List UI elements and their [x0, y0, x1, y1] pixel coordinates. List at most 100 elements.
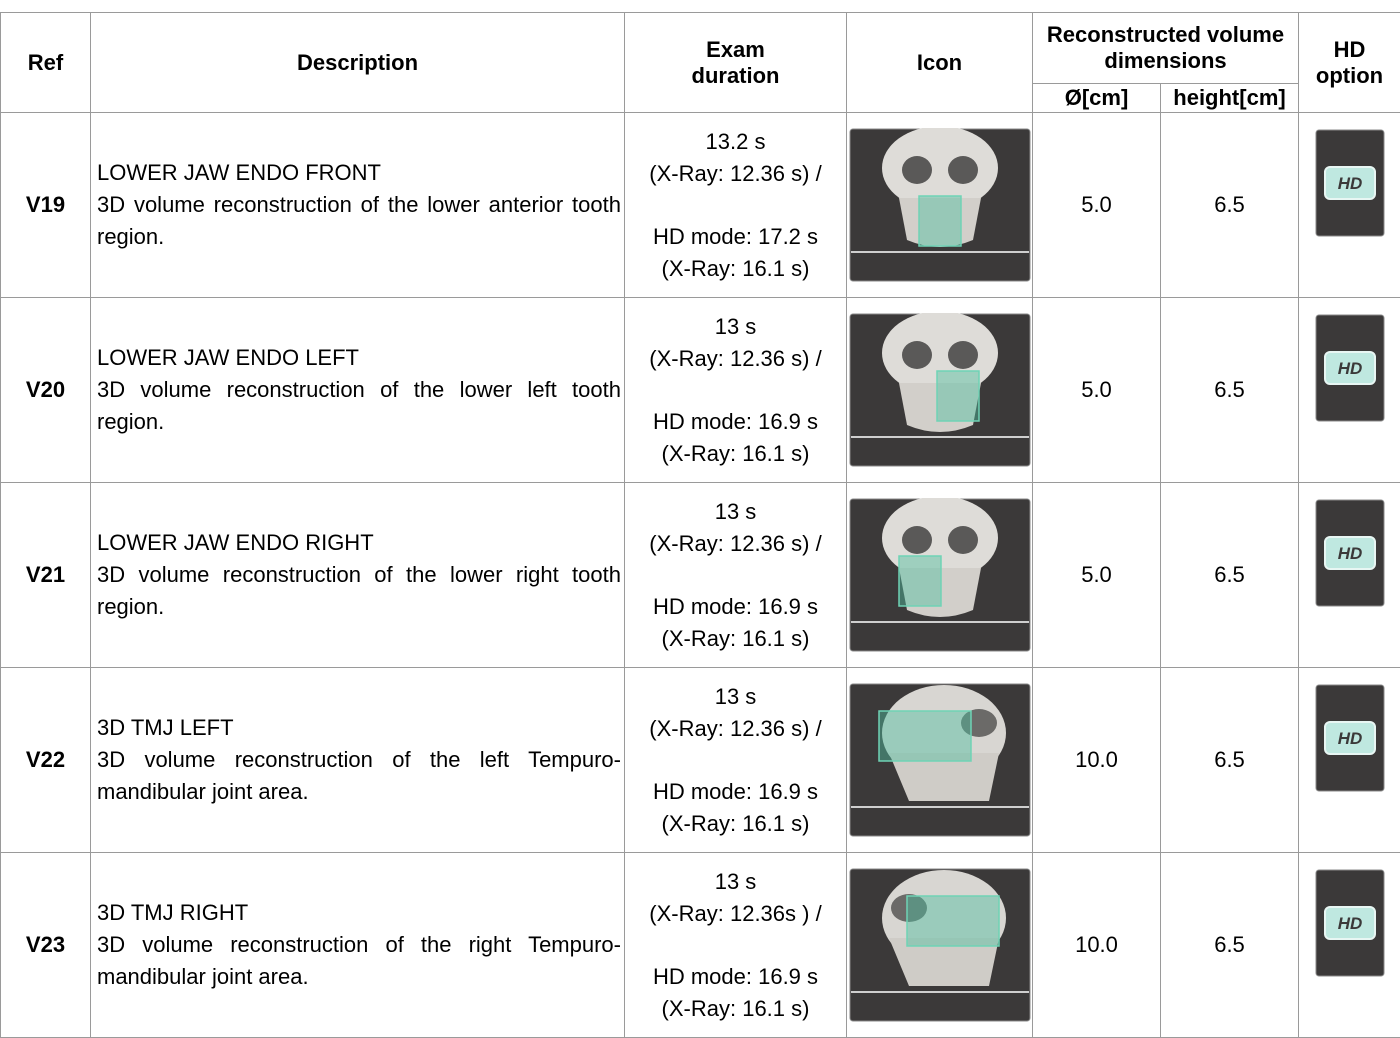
hd-icon: HD — [1315, 869, 1385, 977]
description: 3D volume reconstruction of the lower le… — [97, 374, 621, 438]
icon-cell — [847, 853, 1033, 1038]
duration-line: (X-Ray: 12.36 s) / — [625, 713, 846, 745]
volume-box — [907, 896, 999, 946]
hd-icon: HD — [1315, 684, 1385, 792]
duration-line: (X-Ray: 12.36 s) / — [625, 343, 846, 375]
diameter: 10.0 — [1033, 668, 1161, 853]
spacer — [625, 560, 846, 591]
header-volume: Reconstructed volume dimensions — [1033, 13, 1299, 84]
protocol-name: LOWER JAW ENDO RIGHT — [97, 527, 621, 559]
orbit — [902, 526, 932, 554]
hd-label: HD — [1337, 359, 1362, 378]
duration-line: (X-Ray: 16.1 s) — [625, 808, 846, 840]
hd-icon: HD — [1315, 314, 1385, 422]
header-height: height[cm] — [1161, 84, 1299, 113]
duration-line: HD mode: 16.9 s — [625, 591, 846, 623]
protocol-table: Ref Description Exam duration Icon Recon… — [0, 12, 1400, 1038]
ref: V23 — [1, 853, 91, 1038]
duration-line: (X-Ray: 12.36s ) / — [625, 898, 846, 930]
description: 3D volume reconstruction of the right Te… — [97, 929, 621, 993]
volume-box — [879, 711, 971, 761]
diameter: 10.0 — [1033, 853, 1161, 1038]
height: 6.5 — [1161, 668, 1299, 853]
spacer — [625, 375, 846, 406]
hd-cell: HD — [1299, 853, 1400, 1038]
hd-icon: HD — [1315, 129, 1385, 237]
protocol-name: 3D TMJ LEFT — [97, 712, 621, 744]
duration-line: HD mode: 16.9 s — [625, 961, 846, 993]
duration-line: 13.2 s — [625, 126, 846, 158]
duration-line: (X-Ray: 16.1 s) — [625, 438, 846, 470]
icon-cell — [847, 668, 1033, 853]
height: 6.5 — [1161, 483, 1299, 668]
duration-line: (X-Ray: 12.36 s) / — [625, 528, 846, 560]
duration-cell: 13 s(X-Ray: 12.36 s) / HD mode: 16.9 s(X-… — [625, 668, 847, 853]
ref: V19 — [1, 113, 91, 298]
orbit — [948, 526, 978, 554]
hd-cell: HD — [1299, 298, 1400, 483]
icon-cell — [847, 483, 1033, 668]
volume-box — [919, 196, 961, 246]
spacer — [625, 745, 846, 776]
description: 3D volume reconstruction of the lower ri… — [97, 559, 621, 623]
icon-cell — [847, 113, 1033, 298]
hd-cell: HD — [1299, 668, 1400, 853]
diameter: 5.0 — [1033, 483, 1161, 668]
duration-line: HD mode: 16.9 s — [625, 776, 846, 808]
duration-cell: 13 s(X-Ray: 12.36 s) / HD mode: 16.9 s(X-… — [625, 298, 847, 483]
duration-cell: 13 s(X-Ray: 12.36 s) / HD mode: 16.9 s(X-… — [625, 483, 847, 668]
header-exam-duration: Exam duration — [625, 13, 847, 113]
header-hd-option: HD option — [1299, 13, 1400, 113]
skull-icon — [849, 128, 1031, 282]
duration-line: (X-Ray: 16.1 s) — [625, 993, 846, 1025]
ref: V21 — [1, 483, 91, 668]
ref: V22 — [1, 668, 91, 853]
duration-line: (X-Ray: 16.1 s) — [625, 253, 846, 285]
description: 3D volume reconstruction of the left Tem… — [97, 744, 621, 808]
orbit — [902, 341, 932, 369]
duration-line: (X-Ray: 16.1 s) — [625, 623, 846, 655]
spacer — [625, 930, 846, 961]
header-description: Description — [91, 13, 625, 113]
duration-line: (X-Ray: 12.36 s) / — [625, 158, 846, 190]
spacer — [625, 190, 846, 221]
hd-cell: HD — [1299, 483, 1400, 668]
hd-label: HD — [1337, 914, 1362, 933]
icon-cell — [847, 298, 1033, 483]
height: 6.5 — [1161, 853, 1299, 1038]
hd-icon: HD — [1315, 499, 1385, 607]
orbit — [902, 156, 932, 184]
skull-icon — [849, 498, 1031, 652]
orbit — [948, 156, 978, 184]
hd-label: HD — [1337, 729, 1362, 748]
duration-cell: 13 s(X-Ray: 12.36s ) /HD mode: 16.9 s(X-… — [625, 853, 847, 1038]
protocol-name: 3D TMJ RIGHT — [97, 897, 621, 929]
duration-line: HD mode: 16.9 s — [625, 406, 846, 438]
duration-line: 13 s — [625, 496, 846, 528]
duration-line: 13 s — [625, 311, 846, 343]
duration-cell: 13.2 s(X-Ray: 12.36 s) / HD mode: 17.2 s(… — [625, 113, 847, 298]
protocol-name: LOWER JAW ENDO FRONT — [97, 157, 621, 189]
duration-line: 13 s — [625, 681, 846, 713]
header-diameter: Ø[cm] — [1033, 84, 1161, 113]
hd-label: HD — [1337, 174, 1362, 193]
volume-box — [937, 371, 979, 421]
protocol-name: LOWER JAW ENDO LEFT — [97, 342, 621, 374]
height: 6.5 — [1161, 113, 1299, 298]
duration-line: HD mode: 17.2 s — [625, 221, 846, 253]
description: 3D volume reconstruction of the lower an… — [97, 189, 621, 253]
skull-icon — [849, 683, 1031, 837]
height: 6.5 — [1161, 298, 1299, 483]
hd-cell: HD — [1299, 113, 1400, 298]
hd-label: HD — [1337, 544, 1362, 563]
